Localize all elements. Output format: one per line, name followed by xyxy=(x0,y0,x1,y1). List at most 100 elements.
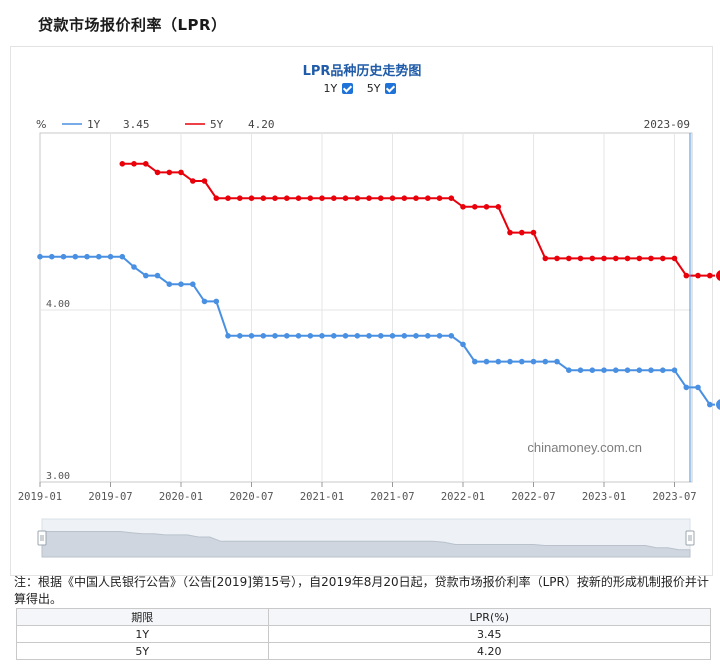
series-point-5y-current[interactable] xyxy=(715,269,720,282)
series-point-5y[interactable] xyxy=(213,195,220,201)
series-point-5y[interactable] xyxy=(472,204,478,210)
series-point-5y[interactable] xyxy=(695,272,701,279)
series-point-5y[interactable] xyxy=(166,169,173,176)
legend-1y-name[interactable]: 1Y xyxy=(87,118,101,131)
series-point-1y[interactable] xyxy=(49,253,55,260)
series-point-1y[interactable] xyxy=(554,358,560,365)
series-point-1y[interactable] xyxy=(566,367,572,374)
series-point-5y[interactable] xyxy=(225,195,231,201)
series-point-1y[interactable] xyxy=(295,333,302,339)
series-point-1y[interactable] xyxy=(284,333,290,339)
series-point-1y[interactable] xyxy=(272,333,278,339)
series-point-5y[interactable] xyxy=(671,255,678,262)
series-point-1y[interactable] xyxy=(542,358,549,365)
series-point-1y-current[interactable] xyxy=(715,398,720,411)
series-point-1y[interactable] xyxy=(131,264,137,270)
navigator-handle-left[interactable] xyxy=(37,530,47,546)
series-point-1y[interactable] xyxy=(37,253,43,260)
series-point-1y[interactable] xyxy=(72,253,79,260)
series-point-5y[interactable] xyxy=(354,195,361,201)
series-point-1y[interactable] xyxy=(577,367,584,374)
series-point-5y[interactable] xyxy=(413,195,419,201)
series-point-5y[interactable] xyxy=(154,169,161,176)
series-point-1y[interactable] xyxy=(248,333,255,339)
series-point-1y[interactable] xyxy=(436,333,443,339)
series-point-1y[interactable] xyxy=(119,253,126,260)
series-point-5y[interactable] xyxy=(530,229,537,236)
series-point-5y[interactable] xyxy=(460,204,466,210)
series-point-1y[interactable] xyxy=(107,253,114,260)
toggle-1y-checkbox[interactable] xyxy=(342,83,354,94)
series-point-5y[interactable] xyxy=(342,195,349,201)
series-point-5y[interactable] xyxy=(331,195,337,201)
series-point-1y[interactable] xyxy=(166,281,173,288)
toggle-5y[interactable]: 5Y xyxy=(367,82,397,95)
series-point-1y[interactable] xyxy=(366,333,372,339)
series-point-1y[interactable] xyxy=(472,358,478,365)
series-point-1y[interactable] xyxy=(96,253,102,260)
series-point-1y[interactable] xyxy=(495,358,502,365)
series-point-5y[interactable] xyxy=(636,255,643,262)
lpr-history-chart[interactable]: LPR品种历史走势图 % 1Y 3.45 5Y 4.20 2023-09 201… xyxy=(0,46,720,574)
series-point-1y[interactable] xyxy=(237,333,243,339)
series-point-1y[interactable] xyxy=(636,367,643,374)
series-point-5y[interactable] xyxy=(519,229,525,236)
series-point-5y[interactable] xyxy=(483,204,490,210)
series-point-5y[interactable] xyxy=(448,195,455,201)
series-point-5y[interactable] xyxy=(284,195,290,201)
series-point-5y[interactable] xyxy=(260,195,267,201)
series-point-1y[interactable] xyxy=(413,333,419,339)
series-point-5y[interactable] xyxy=(143,161,149,167)
series-point-1y[interactable] xyxy=(648,367,654,374)
series-point-5y[interactable] xyxy=(319,195,325,201)
series-point-1y[interactable] xyxy=(190,281,196,288)
series-point-5y[interactable] xyxy=(131,161,137,167)
series-point-5y[interactable] xyxy=(378,195,384,201)
series-point-1y[interactable] xyxy=(331,333,337,339)
series-point-1y[interactable] xyxy=(84,253,90,260)
series-point-1y[interactable] xyxy=(530,358,537,365)
series-point-1y[interactable] xyxy=(624,367,631,374)
series-point-1y[interactable] xyxy=(695,384,701,391)
series-point-1y[interactable] xyxy=(378,333,384,339)
series-point-5y[interactable] xyxy=(178,169,184,176)
series-point-5y[interactable] xyxy=(436,195,443,201)
series-point-1y[interactable] xyxy=(707,401,713,408)
series-point-5y[interactable] xyxy=(401,195,408,201)
series-point-1y[interactable] xyxy=(683,384,690,391)
series-point-1y[interactable] xyxy=(60,253,67,260)
series-point-5y[interactable] xyxy=(648,255,654,262)
series-point-5y[interactable] xyxy=(307,195,314,201)
series-point-1y[interactable] xyxy=(354,333,361,339)
series-point-1y[interactable] xyxy=(201,298,208,305)
series-point-5y[interactable] xyxy=(683,272,690,279)
series-point-5y[interactable] xyxy=(190,178,196,184)
toggle-1y[interactable]: 1Y xyxy=(324,82,354,95)
series-point-1y[interactable] xyxy=(389,333,396,339)
series-point-5y[interactable] xyxy=(624,255,631,262)
series-point-1y[interactable] xyxy=(660,367,666,374)
series-point-5y[interactable] xyxy=(566,255,572,262)
toggle-5y-checkbox[interactable] xyxy=(385,83,397,94)
series-point-1y[interactable] xyxy=(401,333,408,339)
series-point-5y[interactable] xyxy=(272,195,278,201)
series-point-5y[interactable] xyxy=(507,229,513,236)
series-point-1y[interactable] xyxy=(483,358,490,365)
series-point-5y[interactable] xyxy=(589,255,596,262)
series-point-5y[interactable] xyxy=(613,255,619,262)
series-point-5y[interactable] xyxy=(554,255,560,262)
series-point-1y[interactable] xyxy=(154,272,161,279)
legend-5y-name[interactable]: 5Y xyxy=(210,118,224,131)
series-point-1y[interactable] xyxy=(425,333,431,339)
series-point-1y[interactable] xyxy=(342,333,349,339)
series-point-1y[interactable] xyxy=(178,281,184,288)
series-point-5y[interactable] xyxy=(495,204,502,210)
series-point-1y[interactable] xyxy=(519,358,525,365)
series-point-1y[interactable] xyxy=(260,333,267,339)
series-point-5y[interactable] xyxy=(237,195,243,201)
series-point-5y[interactable] xyxy=(577,255,584,262)
series-point-1y[interactable] xyxy=(671,367,678,374)
series-point-1y[interactable] xyxy=(319,333,325,339)
series-point-1y[interactable] xyxy=(460,341,466,348)
series-point-5y[interactable] xyxy=(542,255,549,262)
